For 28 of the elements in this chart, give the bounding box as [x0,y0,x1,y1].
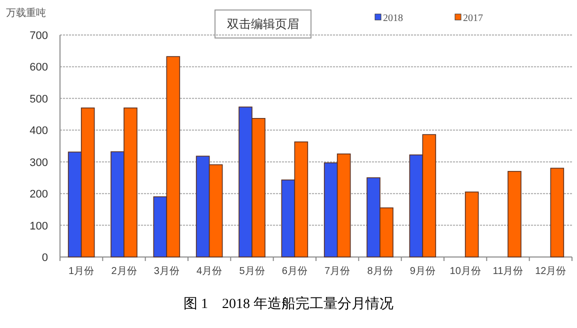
x-tick-label: 5月份 [239,266,265,277]
x-tick-label: 11月份 [492,266,524,277]
x-tick-label: 2月份 [111,266,137,277]
x-tick-label: 4月份 [196,266,222,277]
y-tick-label: 600 [30,62,48,74]
x-tick-label: 8月份 [367,266,393,277]
y-tick-label: 700 [30,30,48,42]
x-tick-label: 10月份 [450,266,481,277]
bar [550,168,564,258]
y-tick-label: 0 [42,252,48,264]
legend-label: 2018 [383,13,403,24]
x-tick-label: 9月份 [410,266,436,277]
x-tick-label: 3月份 [154,266,180,277]
text: 双击编辑页眉 [227,17,299,31]
y-tick-label: 400 [30,125,48,138]
x-tick-label: 12月份 [535,266,566,277]
x-tick-label: 1月份 [68,266,94,277]
bar [508,170,522,258]
x-tick-label: 7月份 [324,266,350,277]
text: 图 1 2018 年造船完工量分月情况 [184,296,394,312]
y-tick-label: 300 [30,156,48,169]
y-axis-title: 万载重吨 [6,7,46,19]
x-tick-label: 6月份 [282,266,308,277]
legend-label: 2017 [463,13,483,24]
y-tick-label: 200 [30,188,48,201]
y-tick-label: 500 [30,93,48,106]
y-tick-label: 100 [30,220,48,232]
bar [464,192,479,258]
